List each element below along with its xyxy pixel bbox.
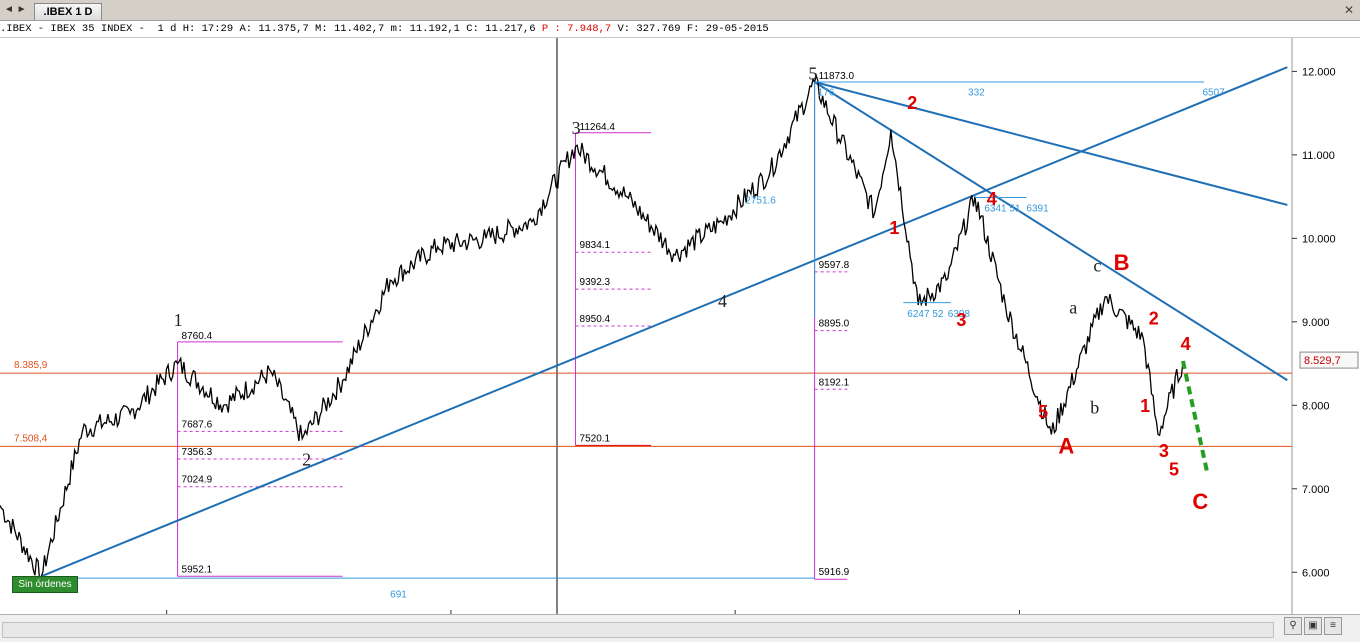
wave-label: 5 xyxy=(1169,459,1179,479)
price-series-line xyxy=(0,72,1184,583)
fib-level-label: 7687.6 xyxy=(182,419,213,430)
wave-label: 1 xyxy=(1140,396,1150,416)
wave-label: 1 xyxy=(174,310,183,330)
fib-bottom-label: 5952.1 xyxy=(182,564,213,575)
current-price-box xyxy=(1299,351,1359,369)
horizontal-scrollbar[interactable] xyxy=(2,622,1274,638)
horizontal-level-label: 7.508,4 xyxy=(14,433,48,444)
measure-label: 176 xyxy=(818,88,835,99)
wave-label: 5 xyxy=(1038,402,1048,422)
measure-label: 332 xyxy=(968,88,985,99)
fib-level-label: 7024.9 xyxy=(182,475,213,486)
wave-label: 4 xyxy=(718,291,727,311)
measure-label: 6247 52 xyxy=(907,309,944,320)
wave-label: B xyxy=(1114,250,1130,275)
close-icon[interactable]: ✕ xyxy=(1343,3,1354,17)
trendline xyxy=(814,81,1288,206)
trendline xyxy=(814,81,1288,382)
wave-label: 3 xyxy=(956,310,966,330)
settings-icon[interactable]: ≡ xyxy=(1324,617,1342,635)
fib-bottom-label: 5916.9 xyxy=(819,567,850,578)
y-tick-label: 9.000 xyxy=(1302,317,1330,329)
y-tick-label: 10.000 xyxy=(1302,233,1336,245)
wave-label: 2 xyxy=(907,93,917,113)
measure-label: 2751.6 xyxy=(745,195,776,206)
wave-label: 5 xyxy=(808,64,817,84)
quote-info-volume-date: V: 327.769 F: 29-05-2015 xyxy=(611,23,769,35)
fib-level-label: 7356.3 xyxy=(182,447,213,458)
fib-top-label: 11264.4 xyxy=(580,122,616,133)
y-tick-label: 8.000 xyxy=(1302,400,1330,412)
fib-level-label: 9834.1 xyxy=(580,240,611,251)
wave-label: 1 xyxy=(889,218,899,238)
fib-level-label: 8192.1 xyxy=(819,377,850,388)
wave-label: 2 xyxy=(1149,308,1159,328)
y-tick-label: 12.000 xyxy=(1302,66,1336,78)
fib-bottom-label: 7520.1 xyxy=(580,433,611,444)
wave-label: b xyxy=(1090,398,1099,418)
quote-info-bar: .IBEX - IBEX 35 INDEX - 1 d H: 17:29 A: … xyxy=(0,21,1360,38)
quote-info-p: P : 7.948,7 xyxy=(541,23,612,35)
zoom-icon[interactable]: ⚲ xyxy=(1284,617,1302,635)
price-chart[interactable]: 8.385,9 7.508,4 8760.4 5952.1 7687.6 7356.3 7… xyxy=(0,38,1360,614)
current-price-label: 8.529,7 xyxy=(1304,355,1341,367)
tab-bar: ◄ ► .IBEX 1 D ✕ xyxy=(0,0,1360,21)
y-tick-label: 7.000 xyxy=(1302,484,1330,496)
save-icon[interactable]: ▣ xyxy=(1304,617,1322,635)
measure-label: 6391 xyxy=(1026,204,1049,215)
wave-label: C xyxy=(1192,489,1208,514)
fib-level-label: 8895.0 xyxy=(819,319,850,330)
quote-info-text: .IBEX - IBEX 35 INDEX - 1 d H: 17:29 A: … xyxy=(0,23,542,35)
measure-label: 6507 xyxy=(1202,88,1225,99)
wave-label: a xyxy=(1069,297,1077,317)
wave-label: 4 xyxy=(1181,334,1191,354)
measure-label: 6398 xyxy=(948,309,971,320)
measure-label: 6341 51 xyxy=(984,204,1021,215)
projection-dashed-line xyxy=(1181,360,1210,473)
fib-top-label: 8760.4 xyxy=(182,331,213,342)
orders-status-badge[interactable]: Sin órdenes xyxy=(12,576,78,593)
wave-label: c xyxy=(1093,256,1101,276)
fib-level-label: 9597.8 xyxy=(819,260,850,271)
tab-nav-arrows[interactable]: ◄ ► xyxy=(4,4,27,15)
wave-label: 2 xyxy=(302,449,311,469)
trendline xyxy=(40,66,1288,578)
wave-label: 4 xyxy=(987,189,997,209)
wave-label: 3 xyxy=(1159,441,1169,461)
plot-area xyxy=(0,38,1292,614)
y-tick-label: 6.000 xyxy=(1302,567,1330,579)
fib-top-label: 11873.0 xyxy=(819,71,855,82)
tab-ibex-daily[interactable]: .IBEX 1 D xyxy=(34,3,102,20)
fib-level-label: 9392.3 xyxy=(580,277,611,288)
wave-label: A xyxy=(1058,434,1074,459)
measure-label: 691 xyxy=(390,589,407,600)
wave-label: 3 xyxy=(572,118,581,138)
horizontal-level-label: 8.385,9 xyxy=(14,360,48,371)
y-tick-label: 11.000 xyxy=(1302,150,1335,162)
fib-level-label: 8950.4 xyxy=(580,314,611,325)
